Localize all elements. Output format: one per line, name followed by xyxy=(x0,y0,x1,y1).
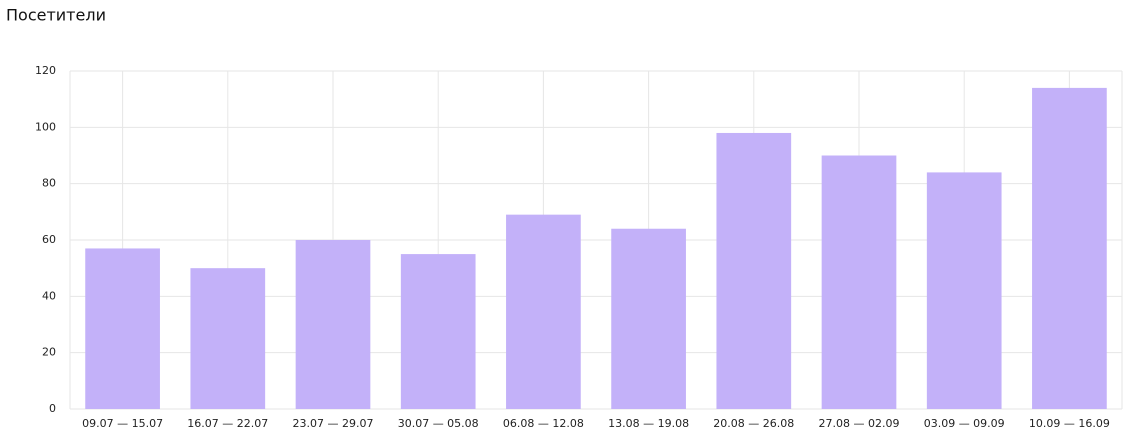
x-tick-label: 10.09 — 16.09 xyxy=(1029,417,1110,430)
bar xyxy=(1032,87,1107,410)
bar xyxy=(190,268,266,409)
y-tick-label: 60 xyxy=(42,233,56,246)
bar xyxy=(926,172,1002,409)
x-tick-label: 06.08 — 12.08 xyxy=(503,417,584,430)
y-tick-label: 20 xyxy=(42,346,56,359)
bar xyxy=(400,254,476,409)
x-tick-label: 20.08 — 26.08 xyxy=(713,417,794,430)
bar xyxy=(716,132,792,409)
bar xyxy=(506,214,581,409)
chart-title: Посетители xyxy=(6,6,106,25)
y-tick-label: 40 xyxy=(42,289,56,302)
bar xyxy=(295,240,371,409)
x-tick-label: 13.08 — 19.08 xyxy=(608,417,689,430)
x-tick-label: 16.07 — 22.07 xyxy=(187,417,268,430)
y-tick-label: 0 xyxy=(49,402,56,415)
bar xyxy=(821,155,897,409)
bar xyxy=(611,228,686,409)
x-tick-label: 23.07 — 29.07 xyxy=(293,417,374,430)
bar xyxy=(85,248,160,409)
y-tick-label: 120 xyxy=(35,64,56,77)
x-tick-label: 30.07 — 05.08 xyxy=(398,417,479,430)
x-tick-label: 27.08 — 02.09 xyxy=(819,417,900,430)
y-tick-label: 80 xyxy=(42,177,56,190)
x-tick-label: 03.09 — 09.09 xyxy=(924,417,1005,430)
y-tick-label: 100 xyxy=(35,120,56,133)
x-tick-label: 09.07 — 15.07 xyxy=(82,417,163,430)
